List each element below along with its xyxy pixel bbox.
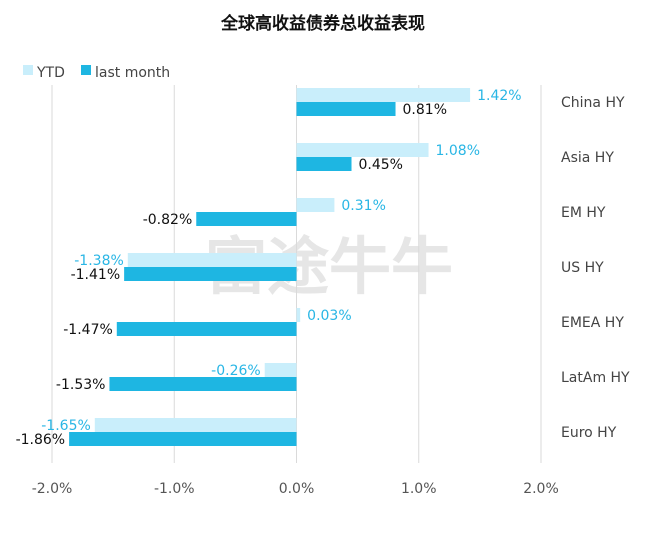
legend-label-ytd: YTD [36, 65, 65, 81]
category-label: US HY [561, 260, 604, 276]
x-tick-label: 2.0% [523, 481, 559, 497]
legend-swatch-last-month [81, 65, 91, 75]
bar-ytd [264, 363, 297, 377]
data-label-last-month: -1.53% [56, 377, 106, 393]
bar-last-month [296, 157, 352, 171]
data-label-ytd: -1.65% [41, 418, 91, 434]
x-tick-label: -2.0% [32, 481, 73, 497]
bar-last-month [109, 377, 297, 391]
category-label: Asia HY [561, 150, 614, 166]
category-label: EM HY [561, 205, 606, 221]
bar-ytd [127, 253, 297, 267]
x-tick-label: -1.0% [154, 481, 195, 497]
bar-ytd [296, 143, 429, 157]
x-axis-ticks: -2.0% -1.0% 0.0% 1.0% 2.0% [32, 481, 559, 497]
bar-last-month [116, 322, 297, 336]
data-label-ytd: 1.08% [436, 143, 480, 159]
data-label-ytd: -1.38% [74, 253, 124, 269]
category-label: LatAm HY [561, 370, 630, 386]
legend: YTD last month [23, 65, 170, 81]
bar-last-month [124, 267, 297, 281]
legend-label-last-month: last month [95, 65, 170, 81]
bar-last-month [69, 432, 297, 446]
bar-ytd [94, 418, 297, 432]
bars-layer [69, 88, 471, 446]
data-label-last-month: -1.47% [63, 322, 113, 338]
data-label-ytd: 0.03% [307, 308, 351, 324]
chart-title: 全球高收益债券总收益表现 [220, 13, 425, 34]
category-label: EMEA HY [561, 315, 624, 331]
bar-ytd [296, 308, 301, 322]
bar-last-month [196, 212, 297, 226]
bar-ytd [296, 198, 335, 212]
category-labels: China HY Asia HY EM HY US HY EMEA HY LatAm HY… [561, 95, 630, 441]
data-label-last-month: 0.81% [403, 102, 447, 118]
data-label-ytd: 1.42% [477, 88, 521, 104]
legend-swatch-ytd [23, 65, 33, 75]
x-tick-label: 1.0% [401, 481, 437, 497]
data-label-last-month: -1.86% [16, 432, 66, 448]
labels-layer: 1.42%0.81%1.08%0.45%0.31%-0.82%-1.38%-1.… [16, 88, 522, 448]
data-label-last-month: -1.41% [71, 267, 121, 283]
bar-ytd [296, 88, 471, 102]
x-tick-label: 0.0% [279, 481, 315, 497]
data-label-last-month: 0.45% [359, 157, 403, 173]
data-label-ytd: -0.26% [211, 363, 261, 379]
data-label-ytd: 0.31% [341, 198, 385, 214]
category-label: Euro HY [561, 425, 617, 441]
bar-last-month [296, 102, 396, 116]
category-label: China HY [561, 95, 625, 111]
data-label-last-month: -0.82% [143, 212, 193, 228]
